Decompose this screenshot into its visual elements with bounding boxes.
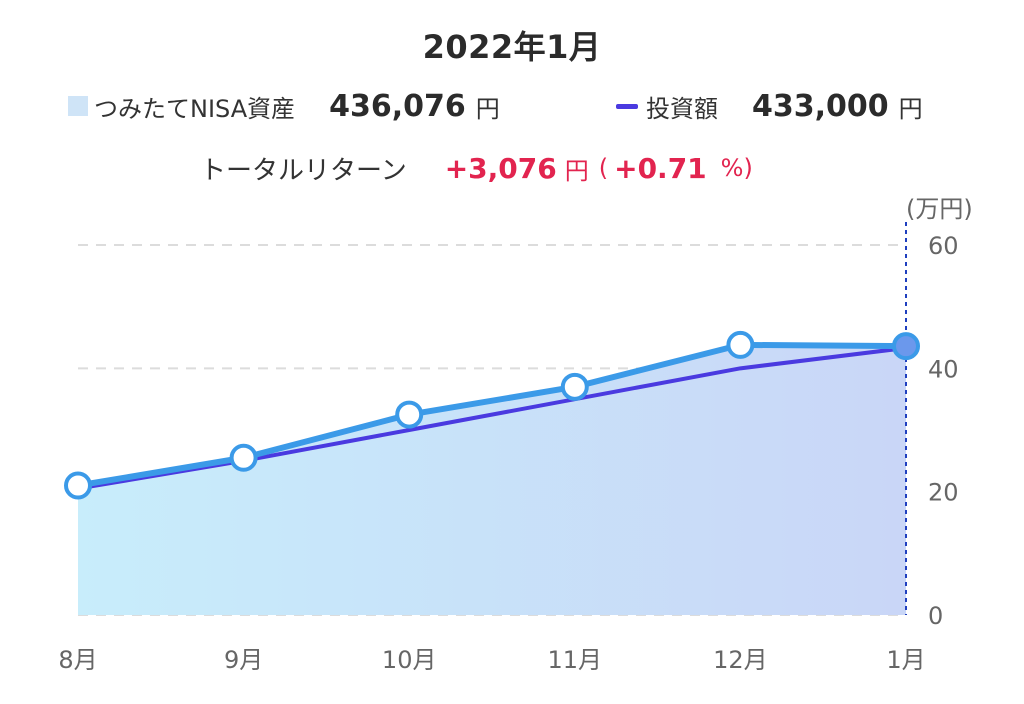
legend-invest-swatch	[616, 103, 638, 109]
total-return-pct-unit: %)	[720, 154, 753, 182]
invest-line	[77, 345, 907, 491]
x-tick-label: 1月	[886, 646, 925, 674]
marker-layer	[64, 330, 920, 500]
y-tick-label: 40	[928, 355, 959, 383]
y-axis-unit: (万円)	[906, 195, 973, 223]
legend-asset: つみたてNISA資産 436,076 円	[68, 84, 500, 128]
legend-invest-label: 投資額	[646, 94, 718, 123]
data-point-selected[interactable]	[892, 332, 920, 361]
x-tick-label: 12月	[713, 646, 768, 674]
y-tick-label: 0	[928, 602, 943, 630]
x-tick-label: 11月	[548, 646, 603, 674]
total-return: トータルリターン +3,076 円 ( +0.71 %)	[200, 146, 753, 190]
legend-invest-value: 433,000	[752, 88, 889, 124]
page-title: 2022年1月	[422, 28, 602, 66]
x-tick-label: 9月	[224, 646, 263, 674]
total-return-pct: +0.71	[614, 151, 707, 185]
legend-asset-unit: 円	[475, 94, 500, 123]
y-tick-label: 20	[928, 479, 959, 507]
legend-invest: 投資額 433,000 円	[616, 84, 923, 128]
y-tick-label: 60	[928, 232, 959, 260]
data-point[interactable]	[395, 400, 424, 429]
invest-line-layer	[77, 345, 907, 491]
legend-asset-label: つみたてNISA資産	[94, 94, 296, 123]
total-return-paren: (	[598, 154, 609, 182]
asset-area-layer	[78, 344, 906, 615]
x-tick-label: 8月	[58, 646, 97, 674]
legend-asset-swatch	[68, 96, 88, 116]
asset-line	[77, 341, 907, 489]
asset-line-layer	[77, 341, 907, 489]
legend: つみたてNISA資産 436,076 円 投資額 433,000 円	[0, 84, 1024, 128]
legend-asset-value: 436,076	[329, 88, 466, 124]
total-return-label: トータルリターン	[200, 155, 407, 186]
y-axis: (万円) 0 20 40 60	[906, 195, 973, 630]
total-return-value: +3,076	[444, 151, 557, 185]
legend-invest-unit: 円	[898, 94, 923, 123]
x-tick-label: 10月	[382, 646, 437, 674]
data-point[interactable]	[560, 372, 589, 401]
data-point[interactable]	[229, 443, 258, 472]
data-point[interactable]	[726, 330, 755, 359]
total-return-unit: 円	[564, 156, 589, 185]
asset-area	[78, 344, 906, 615]
x-axis: 8月 9月 10月 11月 12月 1月	[58, 646, 925, 674]
data-point[interactable]	[64, 471, 92, 500]
